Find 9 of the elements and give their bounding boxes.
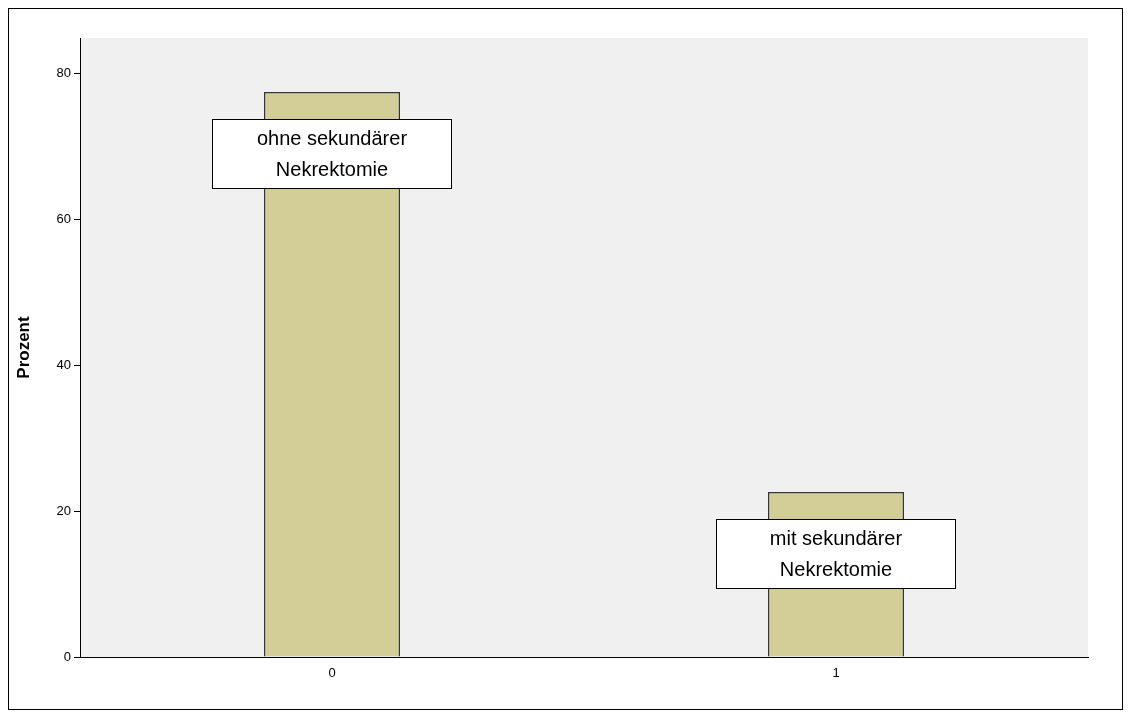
y-tick-label: 40 xyxy=(56,356,71,372)
y-tick-label: 20 xyxy=(56,502,71,518)
y-tick-label: 60 xyxy=(56,210,71,226)
y-tick-label: 0 xyxy=(63,648,71,664)
x-tick-label: 1 xyxy=(832,665,840,681)
text-box: ohne sekundärer Nekrektomie xyxy=(212,119,452,189)
y-axis-title: Prozent xyxy=(13,315,33,379)
text-box: mit sekundärer Nekrektomie xyxy=(716,519,956,589)
y-tick-label: 80 xyxy=(56,64,71,80)
